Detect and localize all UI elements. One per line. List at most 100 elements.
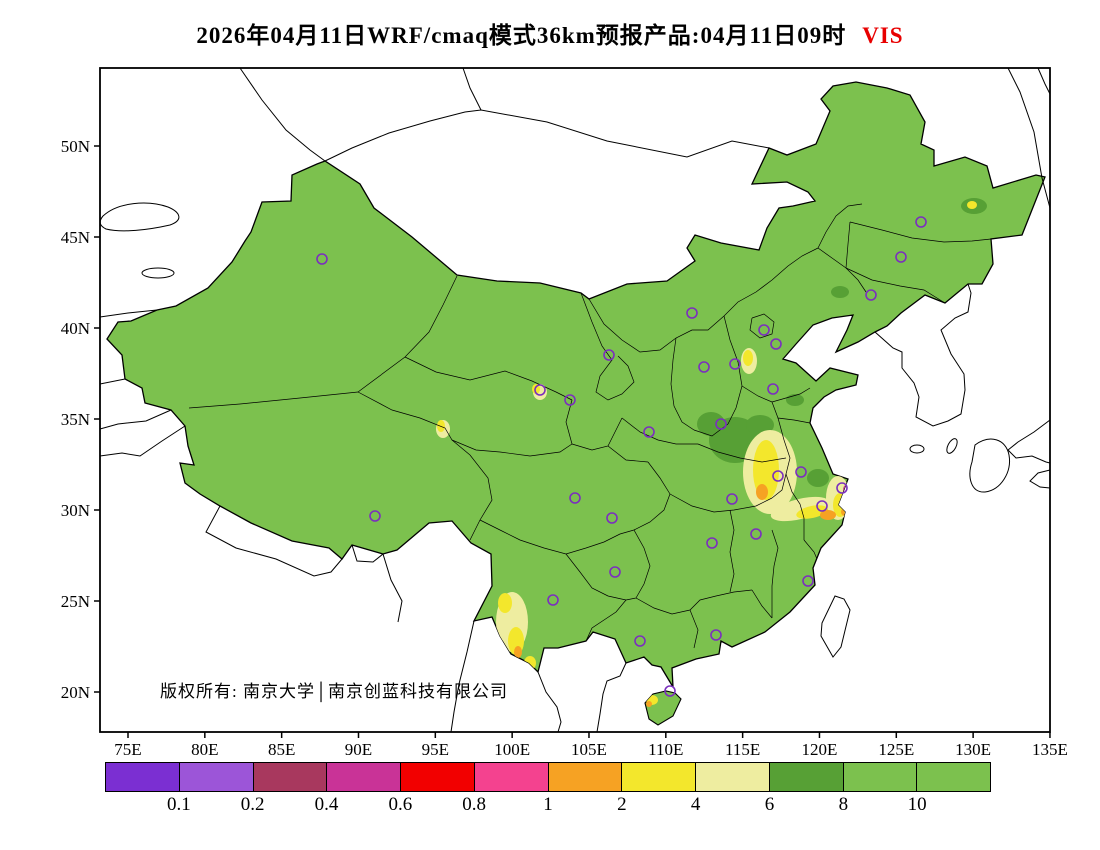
colorbar-cell	[179, 763, 254, 791]
city-marker	[603, 349, 615, 361]
field-patches	[432, 198, 987, 707]
field-patch	[498, 593, 512, 613]
field-patch	[437, 420, 445, 432]
country-boundaries	[99, 67, 972, 733]
colorbar-cell	[474, 763, 549, 791]
city-marker	[758, 324, 770, 336]
y-tick-label: 20N	[61, 683, 90, 702]
taiwan-island	[820, 595, 851, 658]
colorbar-label: 0.1	[166, 794, 191, 815]
x-tick-label: 115E	[725, 740, 760, 759]
y-tick-label: 40N	[61, 319, 90, 338]
colorbar-label: 6	[764, 794, 775, 815]
city-marker	[767, 383, 779, 395]
colorbar-labels: 0.1 0.2 0.4 0.6 0.8 1 2 4 6 8 10	[105, 792, 991, 818]
field-patch	[514, 646, 522, 658]
x-tick-label: 80E	[191, 740, 218, 759]
city-marker	[316, 253, 328, 265]
title-variable: VIS	[862, 23, 904, 48]
colorbar-cell	[696, 763, 770, 791]
copyright-text: 版权所有: 南京大学│南京创蓝科技有限公司	[160, 681, 508, 703]
jeju-island	[909, 444, 925, 454]
city-marker	[534, 384, 546, 396]
city-marker	[698, 361, 710, 373]
colorbar-label: 0.6	[388, 794, 413, 815]
city-marker	[686, 307, 698, 319]
x-tick-label: 125E	[878, 740, 914, 759]
field-patch	[756, 484, 768, 500]
y-axis-ticks: 50N 45N 40N 35N 30N 25N 20N	[61, 137, 100, 702]
x-tick-label: 130E	[955, 740, 991, 759]
x-tick-label: 85E	[268, 740, 295, 759]
field-patch	[743, 350, 753, 366]
colorbar-cell	[622, 763, 696, 791]
city-marker	[710, 629, 722, 641]
russia-coast	[1007, 67, 1051, 209]
city-marker	[729, 358, 741, 370]
colorbar-cell	[327, 763, 401, 791]
colorbar-cell	[843, 763, 918, 791]
colorbar-cell	[548, 763, 623, 791]
colorbar: 0.1 0.2 0.4 0.6 0.8 1 2 4 6 8 10	[105, 762, 991, 818]
y-tick-label: 35N	[61, 410, 90, 429]
field-patch	[786, 394, 804, 406]
city-marker	[802, 575, 814, 587]
field-patch	[770, 496, 830, 522]
city-markers	[316, 216, 927, 697]
city-marker	[564, 394, 576, 406]
city-marker	[726, 493, 738, 505]
x-tick-label: 95E	[422, 740, 449, 759]
colorbar-label: 2	[617, 794, 627, 815]
x-tick-label: 100E	[494, 740, 530, 759]
field-patch	[967, 201, 977, 209]
field-patch	[532, 384, 540, 394]
city-marker	[643, 426, 655, 438]
city-marker	[915, 216, 927, 228]
colorbar-label: 0.8	[462, 794, 487, 815]
colorbar-label: 8	[838, 794, 849, 815]
colorbar-label: 4	[690, 794, 701, 815]
colorbar-cell	[106, 763, 180, 791]
y-tick-label: 25N	[61, 592, 90, 611]
x-tick-label: 135E	[1032, 740, 1068, 759]
city-marker	[836, 482, 848, 494]
y-tick-label: 45N	[61, 228, 90, 247]
city-marker	[895, 251, 907, 263]
city-marker	[795, 466, 807, 478]
field-patch	[646, 701, 652, 707]
city-marker	[569, 492, 581, 504]
colorbar-label: 0.2	[240, 794, 265, 815]
coastlines	[99, 67, 1051, 658]
province-boundaries	[188, 203, 992, 649]
colorbar-label: 1	[543, 794, 553, 815]
city-marker	[609, 566, 621, 578]
city-marker	[816, 500, 828, 512]
colorbar-label: 10	[907, 794, 927, 815]
x-tick-label: 110E	[648, 740, 683, 759]
city-marker	[750, 528, 762, 540]
kyushu-island	[969, 438, 1010, 493]
field-patch	[831, 286, 849, 298]
title-main: 2026年04月11日WRF/cmaq模式36km预报产品:04月11日09时	[196, 23, 847, 48]
honshu-coast	[1007, 419, 1051, 464]
x-tick-label: 90E	[345, 740, 372, 759]
field-patch	[807, 469, 829, 487]
sakhalin-coast	[1037, 67, 1051, 95]
colorbar-label: 0.4	[314, 794, 339, 815]
x-tick-label: 75E	[114, 740, 141, 759]
colorbar-cell	[401, 763, 475, 791]
city-marker	[634, 635, 646, 647]
x-axis-ticks: 75E 80E 85E 90E 95E 100E 105E 110E 115E 120E 125E 1…	[114, 732, 1068, 759]
shikoku-coast	[1029, 469, 1051, 489]
city-marker	[547, 594, 559, 606]
city-marker	[606, 512, 618, 524]
city-marker	[770, 338, 782, 350]
y-tick-label: 30N	[61, 501, 90, 520]
page-title: 2026年04月11日WRF/cmaq模式36km预报产品:04月11日09时 …	[0, 16, 1100, 50]
city-marker	[715, 418, 727, 430]
city-marker	[772, 470, 784, 482]
city-marker	[369, 510, 381, 522]
colorbar-cell	[917, 763, 990, 791]
